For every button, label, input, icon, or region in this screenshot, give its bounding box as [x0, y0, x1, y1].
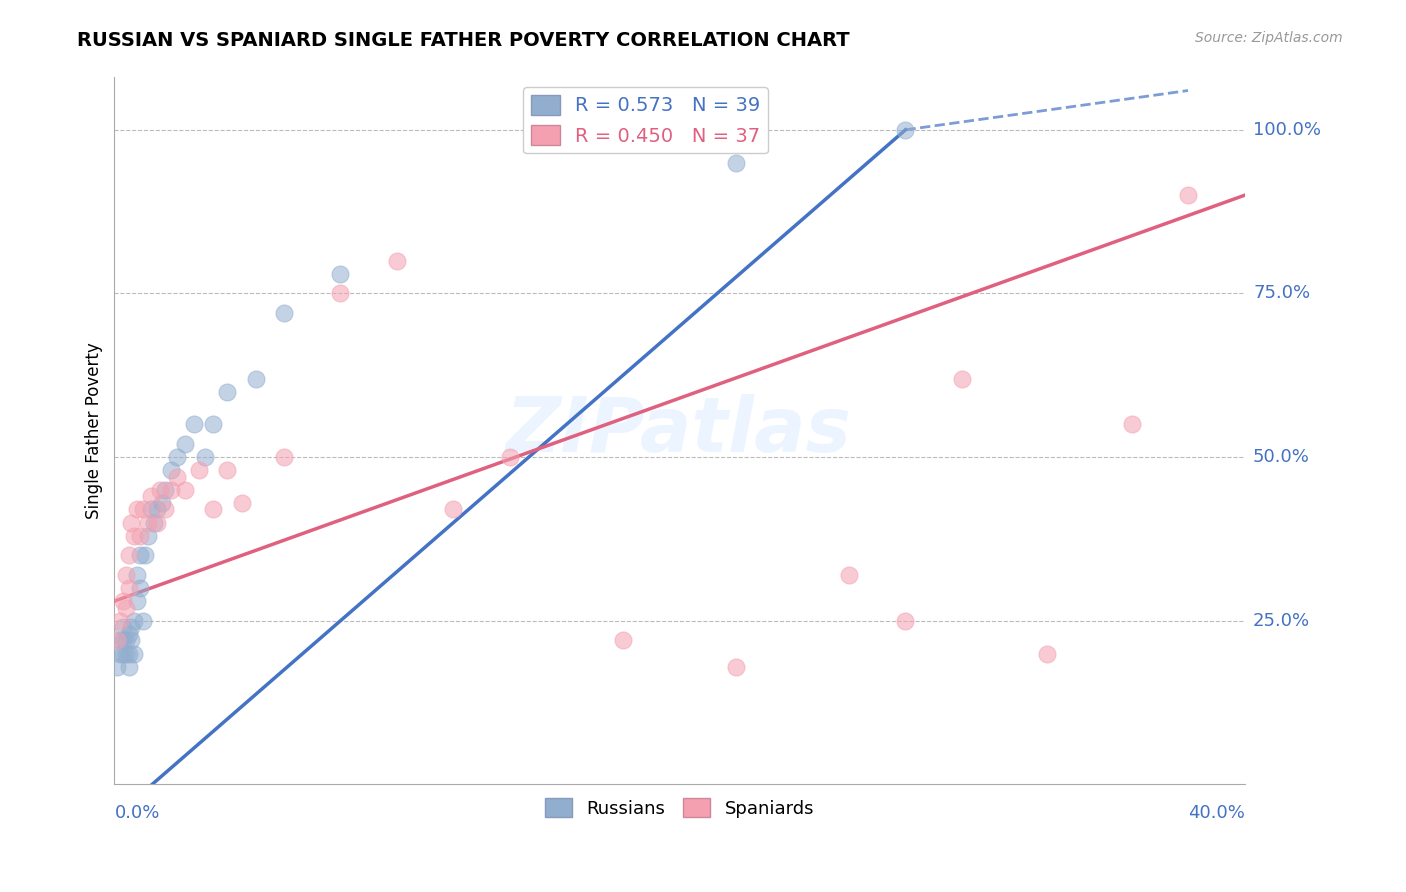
Point [114, 600, 136, 615]
Point [111, 594, 134, 608]
Point [894, 123, 917, 137]
Legend: Russians, Spaniards: Russians, Spaniards [537, 791, 821, 825]
Point [108, 633, 131, 648]
Point [188, 463, 211, 477]
Point [146, 516, 169, 530]
Point [111, 620, 134, 634]
Text: ZIPatlas: ZIPatlas [506, 394, 852, 468]
Point [273, 306, 295, 320]
Point [114, 647, 136, 661]
Point [120, 620, 142, 634]
Text: 75.0%: 75.0% [1253, 285, 1310, 302]
Point [217, 463, 239, 477]
Point [117, 627, 139, 641]
Point [231, 496, 253, 510]
Point [217, 384, 239, 399]
Point [149, 483, 172, 497]
Text: Source: ZipAtlas.com: Source: ZipAtlas.com [1195, 31, 1343, 45]
Y-axis label: Single Father Poverty: Single Father Poverty [86, 343, 103, 519]
Point [114, 568, 136, 582]
Point [139, 489, 162, 503]
Point [194, 450, 217, 464]
Point [139, 502, 162, 516]
Point [125, 568, 148, 582]
Point [1035, 647, 1057, 661]
Point [122, 647, 145, 661]
Point [202, 417, 225, 432]
Point [125, 594, 148, 608]
Point [143, 516, 166, 530]
Point [134, 549, 156, 563]
Point [122, 614, 145, 628]
Point [166, 469, 188, 483]
Point [117, 647, 139, 661]
Point [120, 633, 142, 648]
Point [155, 502, 177, 516]
Point [166, 450, 188, 464]
Point [128, 549, 150, 563]
Point [160, 483, 183, 497]
Point [146, 502, 169, 516]
Point [329, 286, 352, 301]
Point [117, 659, 139, 673]
Point [183, 417, 205, 432]
Text: 0.0%: 0.0% [114, 804, 160, 822]
Point [128, 581, 150, 595]
Point [120, 516, 142, 530]
Point [724, 659, 747, 673]
Point [443, 502, 465, 516]
Text: RUSSIAN VS SPANIARD SINGLE FATHER POVERTY CORRELATION CHART: RUSSIAN VS SPANIARD SINGLE FATHER POVERT… [77, 31, 851, 50]
Point [894, 614, 917, 628]
Point [724, 155, 747, 169]
Point [612, 633, 634, 648]
Point [117, 549, 139, 563]
Point [131, 502, 153, 516]
Point [136, 529, 159, 543]
Point [136, 516, 159, 530]
Point [108, 647, 131, 661]
Text: 100.0%: 100.0% [1253, 120, 1322, 139]
Text: 40.0%: 40.0% [1188, 804, 1244, 822]
Point [174, 437, 197, 451]
Point [111, 633, 134, 648]
Point [245, 371, 267, 385]
Point [174, 483, 197, 497]
Point [122, 529, 145, 543]
Point [1121, 417, 1143, 432]
Text: 25.0%: 25.0% [1253, 612, 1310, 630]
Point [105, 633, 128, 648]
Point [160, 463, 183, 477]
Point [329, 267, 352, 281]
Point [152, 496, 174, 510]
Point [114, 633, 136, 648]
Point [108, 614, 131, 628]
Point [105, 659, 128, 673]
Point [1177, 188, 1199, 202]
Point [950, 371, 973, 385]
Point [111, 647, 134, 661]
Point [838, 568, 860, 582]
Point [128, 529, 150, 543]
Point [155, 483, 177, 497]
Point [117, 581, 139, 595]
Point [202, 502, 225, 516]
Point [385, 253, 408, 268]
Point [499, 450, 522, 464]
Point [125, 502, 148, 516]
Point [131, 614, 153, 628]
Text: 50.0%: 50.0% [1253, 448, 1310, 467]
Point [273, 450, 295, 464]
